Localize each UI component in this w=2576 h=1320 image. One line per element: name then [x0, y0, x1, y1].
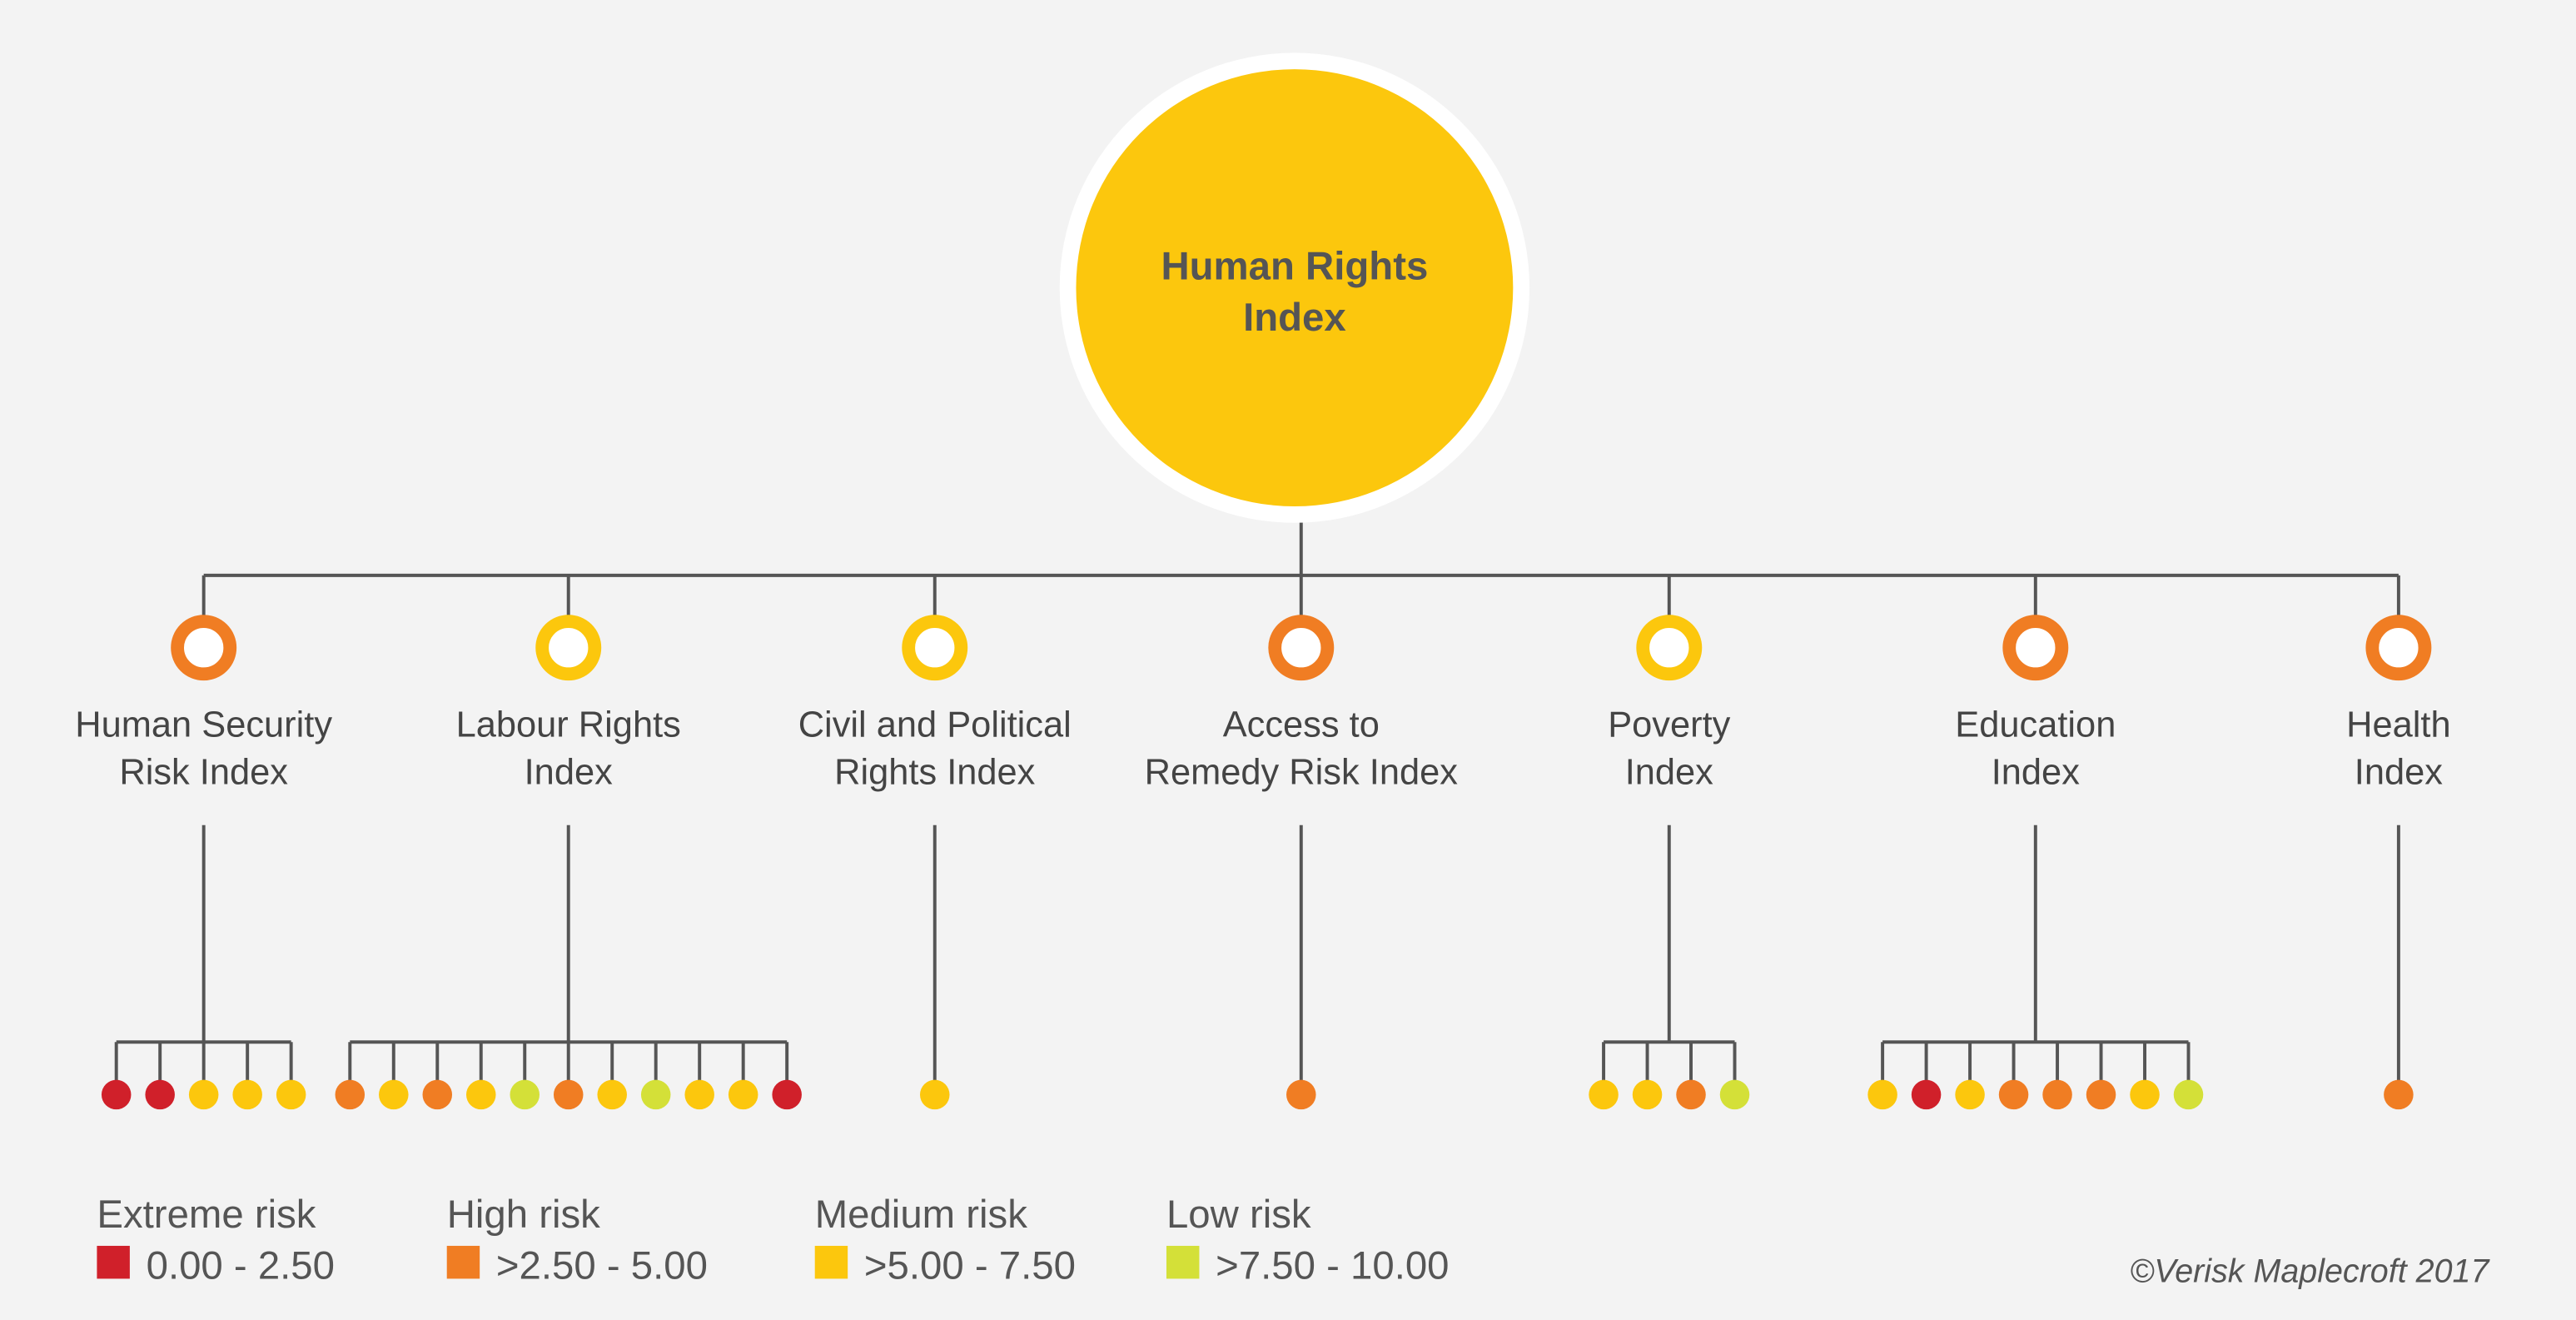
index-node	[902, 615, 968, 681]
indicator-dot	[379, 1079, 409, 1110]
legend-range: >2.50 - 5.00	[496, 1243, 708, 1288]
indicator-dot	[684, 1079, 714, 1110]
indicator-dot	[2042, 1079, 2072, 1110]
indicator-dot	[1719, 1079, 1750, 1110]
index-label: Civil and Political	[798, 705, 1072, 745]
indicator-dot	[510, 1079, 540, 1110]
indicator-dot	[553, 1079, 584, 1110]
index-node	[171, 615, 237, 681]
indicator-dot	[1632, 1079, 1663, 1110]
indicator-dot	[422, 1079, 453, 1110]
index-label: Poverty	[1608, 705, 1730, 745]
legend-range: >5.00 - 7.50	[864, 1243, 1076, 1288]
indicator-dot	[2173, 1079, 2204, 1110]
root-title: Index	[1243, 296, 1346, 340]
indicator-dot	[1998, 1079, 2029, 1110]
index-label: Risk Index	[119, 752, 288, 792]
index-label: Index	[1992, 752, 2080, 792]
root-node	[1076, 69, 1514, 507]
indicator-dot	[772, 1079, 802, 1110]
index-node	[535, 615, 602, 681]
index-label: Access to	[1223, 705, 1380, 745]
legend-name: Low risk	[1166, 1193, 1311, 1237]
indicator-dot	[232, 1079, 262, 1110]
index-label: Index	[525, 752, 613, 792]
legend-range: 0.00 - 2.50	[147, 1243, 335, 1288]
indicator-dot	[2384, 1079, 2414, 1110]
index-label: Health	[2346, 705, 2450, 745]
indicator-dot	[597, 1079, 627, 1110]
indicator-dot	[1676, 1079, 1706, 1110]
indicator-dot	[145, 1079, 175, 1110]
index-label: Remedy Risk Index	[1145, 752, 1459, 792]
legend-swatch	[446, 1245, 480, 1279]
legend-name: Medium risk	[815, 1193, 1027, 1237]
index-node	[1636, 615, 1703, 681]
index-node	[2365, 615, 2432, 681]
index-label: Human Security	[75, 705, 332, 745]
legend-name: Extreme risk	[97, 1193, 316, 1237]
indicator-dot	[188, 1079, 219, 1110]
index-label: Labour Rights	[456, 705, 681, 745]
indicator-dot	[1955, 1079, 1985, 1110]
indicator-dot	[728, 1079, 758, 1110]
copyright: ©Verisk Maplecroft 2017	[2130, 1253, 2490, 1289]
indicator-dot	[335, 1079, 366, 1110]
indicator-dot	[2086, 1079, 2116, 1110]
legend-swatch	[814, 1245, 848, 1279]
indicator-dot	[276, 1079, 306, 1110]
indicator-dot	[1286, 1079, 1316, 1110]
index-label: Index	[2355, 752, 2443, 792]
indicator-dot	[2130, 1079, 2160, 1110]
legend-swatch	[1166, 1245, 1200, 1279]
indicator-dot	[1589, 1079, 1619, 1110]
legend-swatch	[97, 1245, 130, 1279]
indicator-dot	[1867, 1079, 1897, 1110]
index-label: Index	[1625, 752, 1713, 792]
indicator-dot	[465, 1079, 496, 1110]
legend-range: >7.50 - 10.00	[1216, 1243, 1449, 1288]
index-label: Education	[1955, 705, 2116, 745]
index-node	[1268, 615, 1335, 681]
indicator-dot	[640, 1079, 671, 1110]
index-node	[2002, 615, 2069, 681]
root-title: Human Rights	[1161, 245, 1428, 289]
index-label: Rights Index	[834, 752, 1036, 792]
indicator-dot	[920, 1079, 950, 1110]
indicator-dot	[101, 1079, 132, 1110]
indicator-dot	[1911, 1079, 1942, 1110]
legend-name: High risk	[447, 1193, 600, 1237]
